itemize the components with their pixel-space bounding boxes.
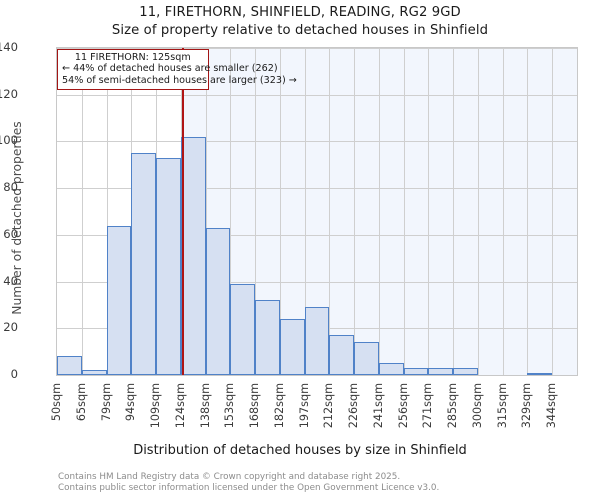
x-tick-label: 271sqm <box>421 383 435 429</box>
gridline-v <box>81 48 83 375</box>
gridline-v <box>329 48 331 375</box>
y-tick-label: 0 <box>10 367 18 381</box>
gridline-h <box>57 234 577 236</box>
annotation-line-2: ← 44% of detached houses are smaller (26… <box>62 63 278 75</box>
x-tick-label: 329sqm <box>520 383 534 429</box>
x-tick-label: 138sqm <box>198 383 212 429</box>
gridline-v <box>403 48 405 375</box>
x-tick-label: 315sqm <box>495 383 509 429</box>
gridline-v <box>428 48 430 375</box>
x-tick-label: 50sqm <box>50 383 63 422</box>
x-tick-label: 197sqm <box>297 383 311 429</box>
gridline-v <box>453 48 455 375</box>
y-tick-label: 60 <box>3 226 18 241</box>
footer-line-2: Contains public sector information licen… <box>58 482 440 493</box>
gridline-h <box>57 94 577 96</box>
y-tick-label: 20 <box>3 320 18 335</box>
gridline-v <box>354 48 356 375</box>
property-marker-line <box>181 48 184 375</box>
histogram-bar <box>205 227 231 375</box>
annotation-box: 11 FIRETHORN: 125sqm ← 44% of detached h… <box>57 49 297 91</box>
gridline-h <box>57 281 577 283</box>
x-tick-label: 285sqm <box>446 383 460 429</box>
x-tick-label: 79sqm <box>99 383 113 422</box>
gridline-h <box>57 141 577 143</box>
x-tick-label: 153sqm <box>223 383 237 429</box>
x-tick-label: 182sqm <box>272 383 286 429</box>
gridline-h <box>57 188 577 190</box>
annotation-line-3: 54% of semi-detached houses are larger (… <box>62 74 297 86</box>
gridline-v <box>230 48 232 375</box>
x-tick-label: 256sqm <box>396 383 410 429</box>
histogram-bar <box>304 307 330 375</box>
page-subtitle: Size of property relative to detached ho… <box>111 23 489 38</box>
gridline-v <box>477 48 479 375</box>
histogram-bar <box>106 225 132 375</box>
histogram-bar <box>57 356 82 375</box>
gridline-v <box>552 48 554 375</box>
gridline-v <box>378 48 380 375</box>
x-tick-label: 65sqm <box>74 383 88 422</box>
gridline-v <box>304 48 306 375</box>
gridline-v <box>527 48 529 375</box>
plot-area <box>56 47 578 376</box>
x-tick-label: 344sqm <box>545 383 559 429</box>
histogram-bar <box>527 372 553 375</box>
histogram-bar <box>329 335 355 375</box>
x-tick-label: 212sqm <box>322 383 336 429</box>
gridline-v <box>255 48 257 375</box>
histogram-bar <box>255 300 280 375</box>
y-tick-label: 100 <box>0 133 18 148</box>
gridline-v <box>205 48 207 375</box>
y-axis-label: Number of detached properties <box>10 121 24 315</box>
gridline-h <box>57 48 577 49</box>
x-tick-label: 226sqm <box>347 383 361 429</box>
x-tick-label: 124sqm <box>173 383 187 429</box>
x-tick-label: 94sqm <box>124 383 138 422</box>
annotation-line-1: 11 FIRETHORN: 125sqm <box>74 52 191 63</box>
histogram-bar <box>156 157 181 375</box>
y-tick-label: 40 <box>3 273 18 288</box>
page-title: 11, FIRETHORN, SHINFIELD, READING, RG2 9… <box>139 5 461 20</box>
histogram-bar <box>428 368 454 375</box>
x-axis-label: Distribution of detached houses by size … <box>133 443 467 458</box>
histogram-bar <box>180 136 206 375</box>
x-tick-label: 241sqm <box>371 383 385 429</box>
histogram-bar <box>230 283 256 375</box>
histogram-bar <box>378 363 404 375</box>
footer-attribution: Contains HM Land Registry data © Crown c… <box>58 472 439 493</box>
x-tick-label: 109sqm <box>149 383 163 429</box>
gridline-v <box>279 48 281 375</box>
x-tick-label: 300sqm <box>470 383 484 429</box>
y-tick-label: 80 <box>3 180 18 195</box>
x-tick-label: 168sqm <box>248 383 262 429</box>
histogram-bar <box>131 153 157 375</box>
y-tick-label: 140 <box>0 40 18 54</box>
histogram-bar <box>279 318 305 375</box>
histogram-bar <box>403 368 429 375</box>
histogram-bar <box>81 370 107 375</box>
footer-line-1: Contains HM Land Registry data © Crown c… <box>58 472 401 482</box>
gridline-v <box>106 48 108 375</box>
y-tick-label: 120 <box>0 86 18 101</box>
histogram-bar <box>354 342 379 375</box>
gridline-v <box>502 48 504 375</box>
histogram-bar <box>453 368 478 375</box>
